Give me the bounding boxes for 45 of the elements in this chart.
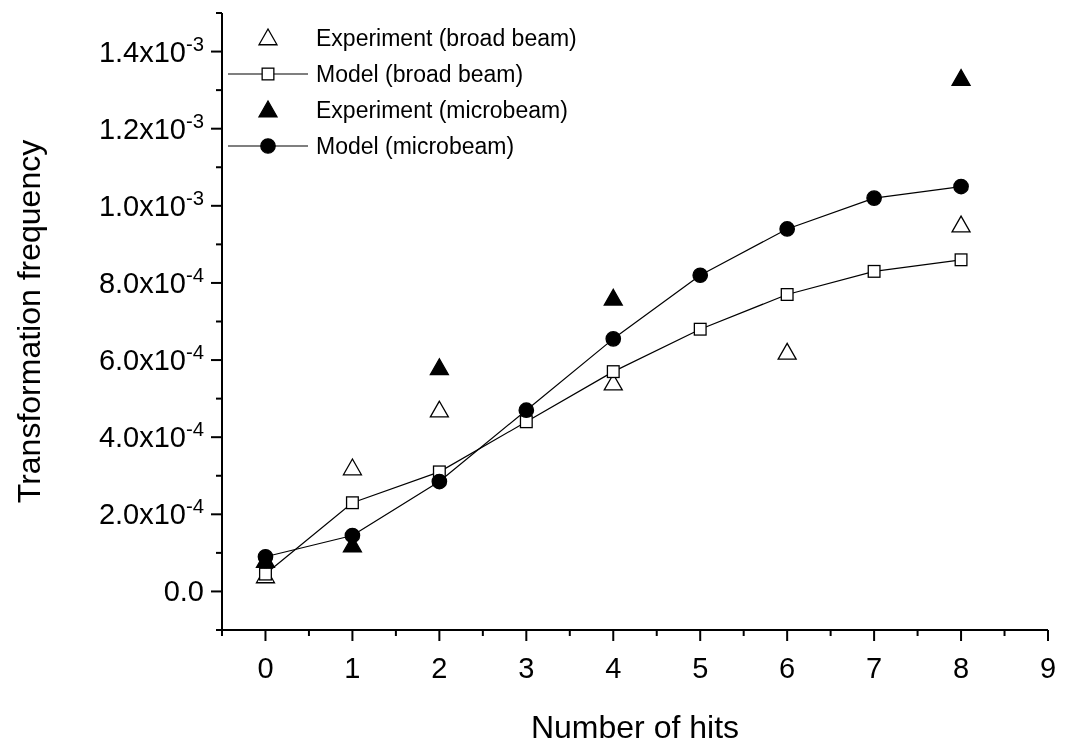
point: [693, 322, 707, 336]
point: [953, 178, 969, 195]
y-tick-label: 8.0x10$^{-4}$: [98, 263, 204, 299]
point: [431, 473, 448, 490]
y-tick-label: 0.0: [163, 575, 204, 608]
x-tick-label: 6: [779, 652, 796, 684]
point: [518, 402, 535, 419]
point: [779, 221, 796, 237]
x-axis-title: Number of hits: [530, 709, 740, 745]
y-tick-label: 2.0x10$^{-4}$: [98, 495, 204, 531]
point: [951, 68, 971, 86]
x-tick-label: 2: [431, 652, 448, 684]
legend-label: Model (broad beam): [316, 60, 524, 89]
y-axis-title: Transformation frequency: [11, 139, 47, 504]
point: [605, 331, 622, 347]
y-tick-label: 1.2x10$^{-3}$: [98, 109, 204, 145]
point: [429, 358, 450, 376]
point: [777, 342, 797, 360]
point: [780, 288, 794, 302]
point: [866, 190, 882, 206]
point: [606, 365, 620, 379]
legend-label: Experiment (broad beam): [316, 24, 577, 53]
point: [342, 458, 363, 476]
point: [692, 267, 709, 284]
x-tick-label: 3: [518, 652, 535, 684]
y-tick-label: 1.4x10$^{-3}$: [98, 32, 204, 68]
y-tick-label: 6.0x10$^{-4}$: [98, 341, 204, 377]
x-tick-label: 1: [344, 652, 361, 684]
point: [345, 496, 359, 510]
point: [344, 527, 361, 544]
y-tick-label: 4.0x10$^{-4}$: [98, 418, 204, 454]
legend-label: Model (microbeam): [316, 132, 515, 161]
x-tick-label: 5: [692, 652, 709, 684]
point: [429, 400, 450, 418]
point: [954, 253, 968, 267]
point: [603, 288, 623, 306]
x-tick-label: 9: [1039, 652, 1057, 684]
x-tick-label: 8: [952, 652, 970, 684]
point: [951, 215, 971, 233]
legend-label: Experiment (microbeam): [316, 96, 568, 125]
x-tick-label: 7: [866, 652, 883, 684]
y-tick-label: 1.0x10$^{-3}$: [98, 186, 204, 222]
point: [867, 264, 881, 278]
x-tick-label: 4: [605, 652, 622, 684]
x-tick-label: 0: [257, 652, 274, 684]
